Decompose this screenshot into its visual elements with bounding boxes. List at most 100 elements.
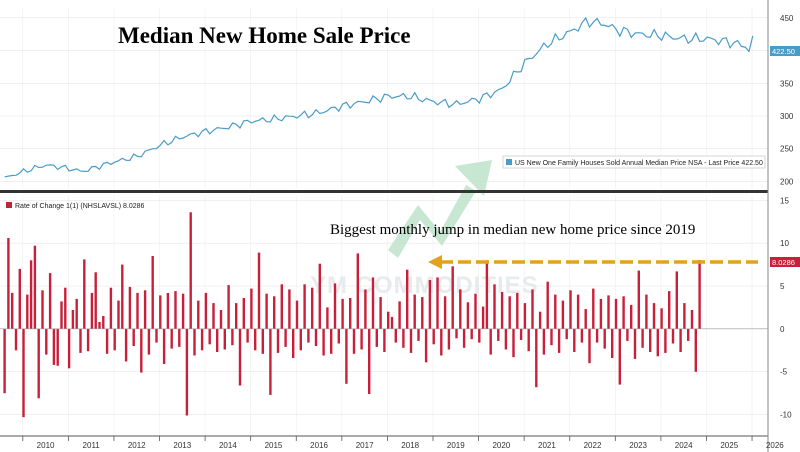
roc-bar	[611, 328, 614, 358]
roc-bar	[181, 293, 185, 329]
roc-bar	[193, 328, 196, 356]
roc-bar	[174, 291, 177, 329]
roc-bar	[561, 300, 565, 329]
roc-bar	[71, 310, 75, 329]
roc-bar	[242, 298, 245, 329]
roc-bar	[254, 328, 257, 351]
roc-bar	[170, 328, 173, 349]
roc-bar	[592, 288, 595, 329]
roc-bar	[219, 310, 223, 329]
roc-bar	[626, 328, 629, 341]
roc-legend-swatch	[6, 202, 12, 208]
roc-last-value: 8.0286	[770, 257, 800, 267]
roc-bar	[622, 296, 625, 329]
roc-bar	[223, 328, 226, 350]
roc-bar	[200, 328, 204, 351]
roc-bar	[576, 294, 580, 329]
roc-bar	[690, 310, 694, 329]
roc-y-tick-label: 0	[780, 325, 785, 334]
roc-bar	[618, 328, 621, 385]
x-tick-label: 2014	[219, 441, 237, 450]
roc-bar	[41, 290, 44, 329]
roc-bar	[295, 300, 299, 329]
x-tick-label: 2023	[629, 441, 647, 450]
roc-bar	[519, 328, 523, 340]
roc-bar	[197, 300, 200, 329]
roc-bar	[424, 328, 428, 363]
roc-bar	[330, 328, 333, 354]
roc-bar	[436, 277, 439, 329]
roc-bar	[162, 328, 166, 364]
roc-bar	[417, 328, 420, 341]
roc-bar	[668, 291, 671, 329]
price-y-tick-label: 250	[780, 145, 794, 154]
roc-bar	[121, 264, 124, 329]
price-line	[4, 16, 754, 178]
roc-bar	[493, 284, 496, 329]
annotation-text: Biggest monthly jump in median new home …	[330, 222, 695, 238]
roc-bar	[166, 292, 170, 329]
roc-bar	[660, 308, 663, 329]
roc-bar	[573, 328, 576, 352]
roc-y-tick-label: -10	[780, 411, 792, 420]
roc-bar	[280, 284, 283, 329]
roc-bar	[189, 212, 192, 329]
roc-bar	[451, 266, 454, 329]
x-tick-label: 2016	[310, 441, 328, 450]
roc-bar	[546, 281, 549, 329]
roc-bar	[588, 328, 591, 364]
watermark-arrow-icon	[455, 160, 492, 196]
annotation-arrow	[428, 255, 758, 269]
roc-bar	[14, 328, 18, 351]
roc-legend: Rate of Change 1(1) (NHSLAVSL) 8.0286	[6, 202, 145, 210]
roc-bar	[216, 328, 219, 352]
roc-bar	[459, 289, 462, 329]
roc-bar	[227, 285, 230, 329]
x-tick-label: 2012	[128, 441, 146, 450]
roc-bar	[83, 259, 86, 329]
roc-bar	[345, 328, 348, 384]
x-tick-label: 2015	[265, 441, 283, 450]
roc-bar	[140, 328, 143, 373]
roc-bar	[428, 280, 432, 329]
roc-bar	[299, 328, 302, 351]
roc-bar	[356, 253, 359, 329]
roc-bar	[349, 298, 352, 329]
roc-bar	[447, 328, 451, 350]
roc-bar	[538, 311, 542, 329]
watermark-text: YM COMMODITIES	[310, 272, 539, 299]
roc-bar	[383, 328, 386, 352]
roc-bar	[432, 328, 435, 345]
roc-bar	[379, 297, 382, 329]
roc-bar	[683, 303, 686, 329]
roc-bar	[208, 328, 211, 345]
roc-bar	[409, 328, 413, 353]
x-tick-label: 2022	[584, 441, 602, 450]
roc-bar	[155, 328, 158, 343]
price-y-tick-label: 200	[780, 177, 794, 186]
roc-bar	[204, 292, 208, 329]
roc-bar	[113, 328, 116, 351]
roc-bar	[474, 293, 477, 329]
roc-bar	[580, 328, 584, 343]
roc-bar	[466, 302, 470, 329]
roc-bar	[557, 328, 561, 353]
roc-bar	[303, 284, 306, 329]
roc-bar	[159, 295, 162, 329]
roc-bar	[151, 256, 154, 329]
roc-bar	[364, 289, 367, 329]
chart-title: Median New Home Sale Price	[118, 23, 411, 48]
roc-bar	[371, 277, 375, 329]
roc-bar	[124, 328, 128, 362]
roc-bar	[390, 316, 394, 329]
roc-legend-label: Rate of Change 1(1) (NHSLAVSL) 8.0286	[15, 203, 145, 210]
roc-bar	[565, 328, 568, 340]
roc-bar	[318, 263, 321, 329]
roc-bar	[527, 328, 530, 352]
roc-y-tick-label: 15	[780, 196, 789, 205]
roc-bar	[671, 328, 675, 344]
roc-bar	[630, 304, 633, 329]
roc-bar	[352, 328, 356, 354]
roc-bar	[307, 328, 310, 343]
roc-bar	[185, 328, 189, 416]
